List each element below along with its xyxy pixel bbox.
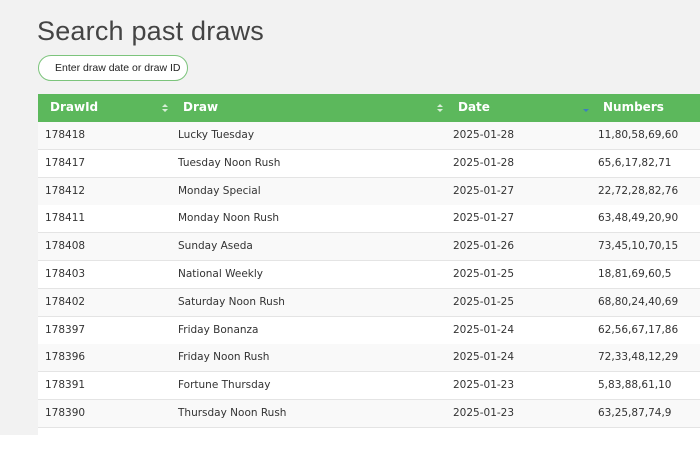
table-cell: Tuesday Noon Rush — [178, 156, 281, 169]
table-cell: National Weekly — [178, 268, 263, 280]
page-title: Search past draws — [37, 16, 265, 46]
table-cell: 178402 — [45, 295, 86, 308]
table-row[interactable]: 178396 Friday Noon Rush 2025-01-24 72,33,48… — [38, 344, 700, 373]
table-cell: 178412 — [45, 184, 86, 197]
column-header[interactable]: Draw — [183, 100, 219, 114]
table-cell: 2025-01-27 — [453, 184, 515, 197]
table-header: DrawId Draw Date Numbers — [38, 94, 700, 122]
table-cell: Saturday Noon Rush — [178, 295, 285, 308]
table-cell: 62,56,67,17,86 — [598, 323, 679, 336]
table-cell: 2025-01-28 — [453, 156, 515, 169]
table-cell: 11,80,58,69,60 — [598, 129, 679, 141]
table-cell: 63,25,87,74,9 — [598, 407, 672, 419]
sort-icon[interactable] — [162, 103, 168, 113]
table-cell: 18,81,69,60,5 — [598, 268, 672, 280]
column-header[interactable]: Numbers — [603, 100, 664, 114]
table-cell: 178397 — [45, 323, 86, 336]
sort-icon[interactable] — [583, 103, 589, 113]
table-cell: Friday Noon Rush — [178, 351, 270, 364]
table-cell: 2025-01-23 — [453, 407, 515, 419]
table-cell: 178396 — [45, 351, 86, 364]
table-cell: 2025-01-28 — [453, 129, 515, 141]
table-cell: Fortune Thursday — [178, 379, 271, 392]
table-cell: 2025-01-25 — [453, 268, 515, 280]
table-cell: 178403 — [45, 268, 86, 280]
table-cell: Monday Noon Rush — [178, 212, 280, 225]
table-cell: 178418 — [45, 129, 86, 141]
table-cell: 178390 — [45, 407, 86, 419]
search-input[interactable]: Enter draw date or draw ID — [38, 55, 188, 81]
table-row[interactable]: 178397 Friday Bonanza 2025-01-24 62,56,67,1… — [38, 316, 700, 345]
table-cell: 22,72,28,82,76 — [598, 184, 679, 197]
results-table: DrawId Draw Date Numbers 178418 Lucky Tuesda… — [38, 94, 700, 435]
table-cell: 2025-01-23 — [453, 379, 515, 392]
table-cell: 65,6,17,82,71 — [598, 156, 672, 169]
table-cell: 2025-01-27 — [453, 212, 515, 225]
table-row[interactable]: 178390 Thursday Noon Rush 2025-01-23 63,25,… — [38, 400, 700, 428]
table-cell: 2025-01-26 — [453, 240, 515, 253]
table-cell: 2025-01-24 — [453, 323, 515, 336]
table-cell: 73,45,10,70,15 — [598, 240, 679, 253]
table-cell: 178408 — [45, 240, 86, 253]
table-cell: 68,80,24,40,69 — [598, 295, 679, 308]
table-row[interactable]: 178417 Tuesday Noon Rush 2025-01-28 65,6,17… — [38, 149, 700, 178]
table-cell: 178391 — [45, 379, 86, 392]
table-row[interactable]: 178418 Lucky Tuesday 2025-01-28 11,80,58,69… — [38, 122, 700, 150]
table-cell: 178417 — [45, 156, 86, 169]
table-row[interactable]: 178402 Saturday Noon Rush 2025-01-25 68,80,… — [38, 288, 700, 317]
table-cell: 178411 — [45, 212, 86, 225]
table-cell: Sunday Aseda — [178, 240, 253, 253]
column-header[interactable]: Date — [458, 100, 490, 114]
table-cell: Thursday Noon Rush — [178, 407, 287, 419]
table-cell: 5,83,88,61,10 — [598, 379, 672, 392]
table-cell: 2025-01-24 — [453, 351, 515, 364]
table-row[interactable]: 178411 Monday Noon Rush 2025-01-27 63,48,49… — [38, 205, 700, 234]
table-cell: 2025-01-25 — [453, 295, 515, 308]
table-cell: Friday Bonanza — [178, 323, 259, 336]
table-cell: Lucky Tuesday — [178, 129, 255, 141]
table-row[interactable]: 178408 Sunday Aseda 2025-01-26 73,45,10,70,… — [38, 233, 700, 262]
table-cell: 72,33,48,12,29 — [598, 351, 679, 364]
sort-icon[interactable] — [437, 103, 443, 113]
table-row[interactable]: 178391 Fortune Thursday 2025-01-23 5,83,88,… — [38, 372, 700, 401]
table-cell: 63,48,49,20,90 — [598, 212, 679, 225]
table-cell: Monday Special — [178, 184, 261, 197]
column-header[interactable]: DrawId — [50, 100, 99, 114]
table-row[interactable]: 178412 Monday Special 2025-01-27 22,72,28,8… — [38, 177, 700, 206]
table-row[interactable]: 178403 National Weekly 2025-01-25 18,81,69,… — [38, 261, 700, 289]
